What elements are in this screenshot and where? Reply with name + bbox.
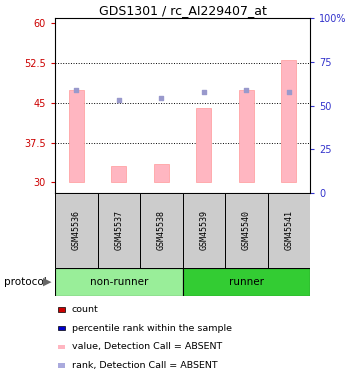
Text: runner: runner [229, 277, 264, 287]
Bar [281, 60, 296, 182]
Bar [154, 164, 169, 182]
Text: GSM45539: GSM45539 [199, 210, 208, 251]
Text: GSM45541: GSM45541 [284, 210, 293, 251]
Point [243, 87, 249, 93]
Point [116, 97, 122, 103]
Bar [183, 268, 310, 296]
Text: value, Detection Call = ABSENT: value, Detection Call = ABSENT [72, 342, 222, 351]
Text: GSM45537: GSM45537 [114, 210, 123, 251]
Point [286, 89, 292, 95]
Title: GDS1301 / rc_AI229407_at: GDS1301 / rc_AI229407_at [99, 4, 266, 17]
Text: protocol: protocol [4, 277, 46, 287]
Text: ▶: ▶ [43, 277, 51, 287]
Bar [55, 268, 183, 296]
Text: GSM45538: GSM45538 [157, 210, 166, 251]
Bar [69, 90, 84, 182]
Point [201, 89, 206, 95]
Bar [140, 193, 183, 268]
Point [158, 94, 164, 100]
Text: percentile rank within the sample: percentile rank within the sample [72, 324, 232, 333]
Bar [239, 90, 254, 182]
Bar [111, 166, 126, 182]
Bar [183, 193, 225, 268]
Point [73, 87, 79, 93]
Bar [196, 108, 211, 182]
Text: GSM45536: GSM45536 [72, 210, 81, 251]
Bar [225, 193, 268, 268]
Text: rank, Detection Call = ABSENT: rank, Detection Call = ABSENT [72, 361, 218, 370]
Text: GSM45540: GSM45540 [242, 210, 251, 251]
Text: non-runner: non-runner [90, 277, 148, 287]
Bar [55, 193, 97, 268]
Text: count: count [72, 305, 99, 314]
Bar [97, 193, 140, 268]
Bar [268, 193, 310, 268]
